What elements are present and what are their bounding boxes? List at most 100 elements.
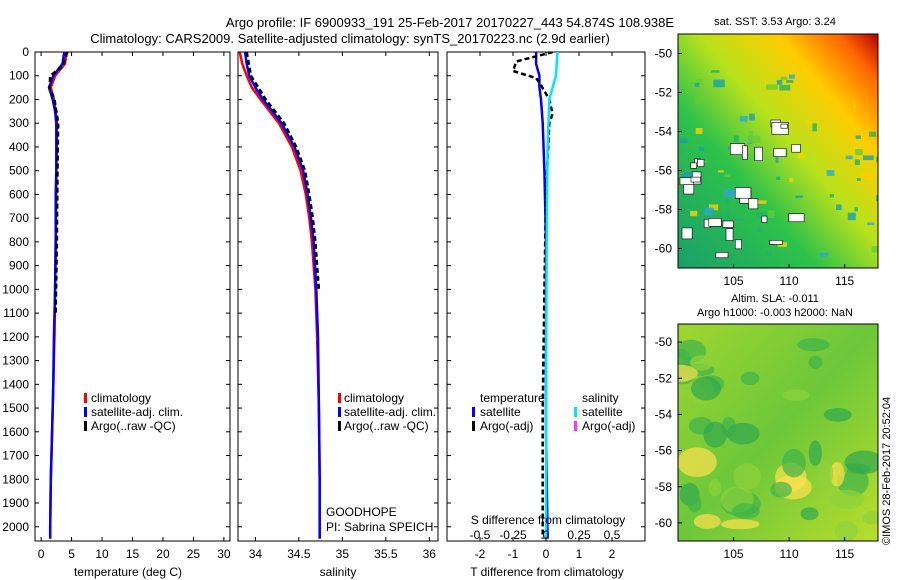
sla-cell (829, 489, 865, 510)
sst-map-image (678, 34, 878, 268)
x-tick-label: 35.5 (374, 547, 398, 561)
series-line-salinity-satellite (544, 52, 559, 539)
difference-legend: temperature salinity satellite Argo(-adj… (472, 391, 635, 433)
sst-cell (776, 79, 783, 85)
sst-missing-cell (715, 252, 729, 259)
legend-label-s-argo: Argo(-adj) (582, 419, 635, 433)
sst-cell (725, 197, 730, 204)
sst-cell (734, 218, 744, 221)
sst-map-axes: 105 110 115 -50 -52 -54 -56 -58 -60 (655, 47, 855, 289)
legend-swatch-climatology (84, 393, 87, 403)
temperature-x-axis: 0 5 10 15 20 25 30 (38, 52, 231, 561)
map-y-tick-label: -60 (655, 242, 673, 256)
difference-x-axis: -2 -1 0 1 2 (475, 52, 616, 561)
sst-cell (860, 173, 873, 180)
x-tick-label: 25 (187, 547, 201, 561)
sst-cell (682, 172, 693, 180)
legend-swatch-satellite (84, 407, 87, 417)
sst-missing-cell (683, 184, 695, 195)
s-difference-tick-label: -0.25 (499, 528, 527, 542)
map-x-tick-label: 110 (780, 547, 799, 561)
s-difference-tick-label: -0.5 (470, 528, 491, 542)
depth-tick-label: 900 (9, 259, 29, 273)
sla-cell (726, 422, 760, 445)
x-tick-label: -1 (508, 547, 519, 561)
sst-cell (786, 79, 794, 83)
map-x-tick-label: 115 (835, 274, 854, 288)
sst-cell (766, 84, 778, 90)
sla-cell (689, 355, 714, 371)
depth-tick-label: 1200 (2, 330, 29, 344)
sst-cell (690, 210, 698, 217)
depth-tick-label: 500 (9, 164, 29, 178)
sst-cell (679, 138, 688, 144)
sst-cell (710, 70, 720, 73)
sla-cell (823, 408, 852, 422)
sst-cell (723, 189, 735, 198)
sla-map-title-line-2: Argo h1000: -0.003 h2000: NaN (697, 307, 853, 319)
sst-missing-cell (734, 187, 752, 199)
series-line-argo-raw-qc (48, 52, 69, 314)
map-y-tick-label: -52 (655, 86, 673, 100)
sst-cell (869, 131, 876, 137)
depth-tick-label: 1700 (2, 449, 29, 463)
x-tick-label: 5 (68, 547, 75, 561)
depth-tick-label: 1300 (2, 354, 29, 368)
map-y-tick-label: -54 (655, 407, 673, 421)
depth-tick-label: 200 (9, 92, 29, 106)
depth-tick-label: 1500 (2, 401, 29, 415)
legend-swatch-t-satellite (472, 407, 475, 417)
sla-cell (732, 503, 760, 520)
temperature-plot-frame (34, 51, 231, 542)
sst-cell (733, 135, 739, 142)
legend-label-argo: Argo(..raw -QC) (91, 419, 176, 433)
sst-cell (757, 227, 762, 232)
x-tick-label: -2 (475, 547, 486, 561)
map-x-tick-label: 110 (780, 274, 799, 288)
sla-map-image (678, 324, 878, 541)
map-x-tick-label: 105 (724, 274, 744, 288)
legend-label-climatology: climatology (344, 391, 404, 405)
legend-swatch-climatology (338, 393, 341, 403)
sst-missing-cell (788, 213, 805, 223)
sst-cell (748, 135, 761, 143)
sla-map-axes: 105 110 115 -50 -52 -54 -56 -58 -60 (655, 335, 855, 561)
sst-cell (749, 113, 755, 121)
x-tick-label: 1 (576, 547, 583, 561)
sst-missing-cell (791, 144, 801, 153)
sst-cell (871, 246, 878, 253)
sst-cell (739, 116, 748, 122)
depth-tick-label: 1100 (3, 306, 29, 320)
sst-missing-cell (754, 146, 763, 161)
sst-cell (696, 79, 703, 86)
depth-tick-label: 1600 (2, 425, 29, 439)
s-difference-axis-label: S difference from climatology (471, 513, 626, 527)
sst-cell (826, 170, 835, 176)
map-y-tick-label: -58 (655, 480, 673, 494)
legend-label-satellite: satellite-adj. clim. (344, 405, 436, 419)
annotation-pi: PI: Sabrina SPEICH (326, 520, 433, 534)
x-tick-label: 20 (156, 547, 170, 561)
depth-tick-label: 2000 (2, 520, 29, 534)
sla-cell (678, 447, 717, 478)
map-y-tick-label: -56 (655, 444, 673, 458)
salinity-difference-axis: -0.5 -0.25 0 0.25 0.5 (470, 528, 621, 542)
legend-swatch-argo (338, 421, 341, 431)
depth-tick-label: 1900 (2, 496, 29, 510)
sst-cell (776, 176, 781, 181)
sst-cell (795, 195, 803, 199)
temperature-axis-label: temperature (deg C) (74, 565, 182, 579)
sst-missing-cell (722, 220, 734, 228)
sst-missing-cell (742, 145, 748, 160)
x-tick-label: 35 (336, 547, 350, 561)
sst-cell (798, 153, 805, 159)
depth-tick-label: 300 (9, 116, 29, 130)
map-y-tick-label: -50 (655, 335, 673, 349)
map-x-tick-label: 105 (724, 547, 744, 561)
sla-cell (781, 449, 806, 478)
depth-axis: 0 100 200 300 400 500 600 700 800 900 1000 1100 1200… (2, 45, 645, 534)
series-line-satellite-adj-clim (243, 52, 321, 539)
sla-cell (678, 364, 698, 382)
sla-cell (687, 494, 702, 513)
